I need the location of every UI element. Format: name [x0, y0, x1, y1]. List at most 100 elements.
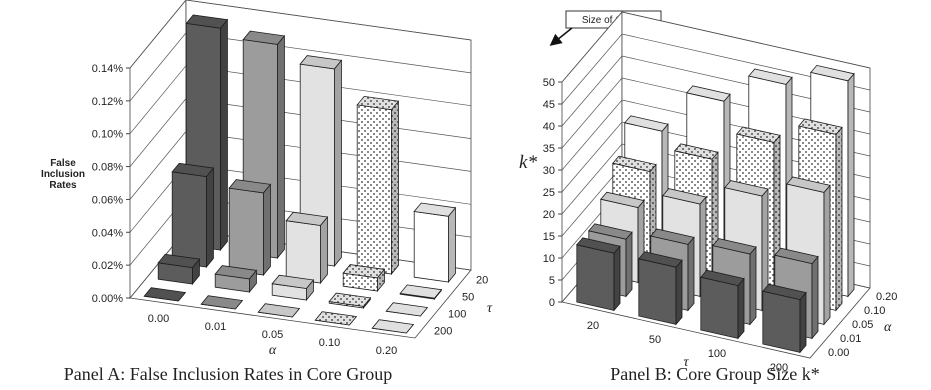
x-tick-label: 20	[587, 320, 599, 332]
grid-line	[561, 33, 871, 105]
bar-top	[257, 303, 301, 318]
bar-top	[686, 85, 731, 102]
bar-side	[262, 183, 271, 277]
bar-top	[185, 14, 229, 29]
bar-top	[285, 211, 329, 226]
bar-top	[638, 251, 683, 268]
bar-side	[811, 255, 819, 340]
bar-front	[576, 244, 615, 311]
y-tick-label: 0.02%	[92, 260, 123, 272]
bar-side	[276, 34, 285, 260]
bar-top	[242, 30, 286, 45]
bar-top	[762, 283, 807, 301]
bar-top	[624, 115, 669, 132]
x-tick-label: 50	[649, 334, 661, 346]
y-axis-title: False Inclusion Rates	[41, 158, 85, 191]
bar-front	[638, 258, 677, 325]
grid-line	[561, 11, 871, 83]
annotation: Size of Club 1	[582, 15, 645, 26]
bar-side	[675, 259, 683, 326]
y-tick-label: 0.08%	[92, 162, 123, 174]
bar-side	[737, 277, 745, 340]
bar-side	[823, 184, 831, 326]
bar-side	[799, 291, 807, 354]
bar-side	[613, 245, 621, 312]
bar-side	[205, 166, 214, 269]
bar-top	[143, 287, 187, 302]
depth-tick-label: 50	[462, 292, 474, 304]
bar-top	[271, 274, 315, 289]
bar-top	[356, 95, 400, 111]
x-tick-label: 0.01	[205, 321, 226, 333]
bar-top	[712, 238, 757, 255]
y-tick-label: 0.00%	[92, 293, 123, 305]
bar-side	[390, 100, 399, 276]
depth-axis-title: τ	[487, 301, 493, 316]
depth-tick-label: 0.01	[840, 333, 861, 345]
y-tick-label: 25	[543, 187, 555, 199]
bar-top	[171, 162, 215, 178]
y-tick-label: 50	[543, 77, 555, 89]
bar-front	[285, 220, 321, 284]
bar-top	[736, 126, 781, 143]
depth-tick-label: 100	[448, 309, 466, 321]
caption: Panel B: Core Group Size k*	[610, 364, 819, 384]
bar-top	[385, 302, 429, 317]
bar-top	[342, 264, 386, 279]
bar-top	[157, 253, 201, 269]
x-tick-label: 100	[708, 348, 726, 360]
bar-front	[700, 276, 739, 339]
y-tick-label: 20	[543, 209, 555, 221]
x-axis-title: τ	[683, 355, 689, 370]
bar-side	[319, 215, 328, 285]
y-tick-label: 0.04%	[92, 227, 123, 239]
y-tick-label: 15	[543, 231, 555, 243]
bar-top	[214, 265, 258, 280]
x-tick-label: 0.10	[319, 337, 340, 349]
x-axis-title: α	[269, 343, 277, 358]
bar-top	[748, 68, 793, 85]
y-tick-label: 40	[543, 121, 555, 133]
bar-top	[674, 143, 719, 160]
y-axis-title: k*	[519, 152, 537, 173]
bar-side	[749, 245, 757, 326]
depth-tick-label: 0.20	[876, 291, 897, 303]
bar-top	[650, 228, 695, 245]
y-tick-label: 5	[549, 275, 555, 287]
bar-top	[399, 284, 443, 299]
bar-top	[314, 311, 358, 326]
bar-side	[625, 231, 633, 298]
annotation-arrow	[549, 27, 573, 46]
depth-tick-label: 0.10	[864, 305, 885, 317]
bar-top	[600, 191, 645, 209]
x-tick-label: 0.05	[262, 329, 283, 341]
bar-side	[835, 126, 843, 312]
bar-top	[786, 176, 831, 193]
y-tick-label: 0.06%	[92, 194, 123, 206]
y-tick-label: 0.12%	[92, 96, 123, 108]
y-tick-label: 0	[549, 297, 555, 309]
bar-side	[333, 59, 342, 268]
bar-top	[662, 188, 707, 205]
bar-top	[724, 180, 769, 197]
grid-line	[129, 0, 472, 69]
bar-top	[328, 292, 372, 307]
bar-front	[356, 104, 392, 275]
bar-side	[219, 18, 228, 252]
y-tick-label: 35	[543, 143, 555, 155]
bar-front	[171, 171, 207, 268]
bar-top	[413, 202, 457, 217]
bar-top	[576, 237, 621, 254]
bar-top	[700, 269, 745, 287]
y-tick-label: 10	[543, 253, 555, 265]
bar-front	[413, 211, 449, 283]
caption: Panel A: False Inclusion Rates in Core G…	[64, 364, 392, 384]
y-tick-label: 0.10%	[92, 129, 123, 141]
depth-tick-label: 0.05	[852, 319, 873, 331]
y-tick-label: 30	[543, 165, 555, 177]
bar-top	[371, 319, 415, 334]
depth-axis-title: α	[884, 320, 892, 335]
bar-top	[612, 155, 657, 173]
